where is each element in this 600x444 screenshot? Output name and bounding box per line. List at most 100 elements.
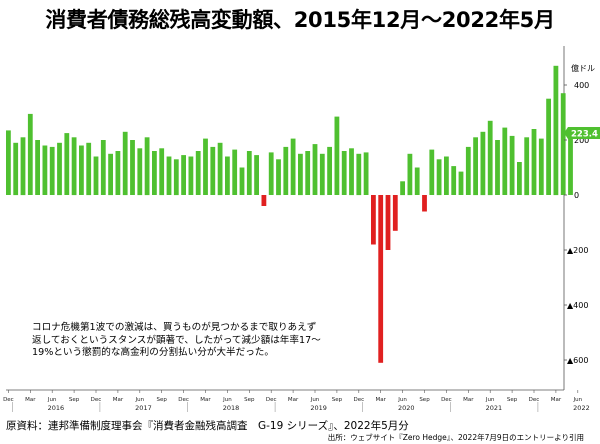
bar-2021-06 <box>487 120 493 196</box>
bar-2018-09 <box>246 151 252 195</box>
x-month-label: Dec <box>3 397 14 403</box>
x-year-label: 2020 <box>398 404 415 412</box>
last-value-marker: 223.4 <box>564 127 600 140</box>
y-tick-label: 200 <box>574 136 589 145</box>
bar-2021-05 <box>480 131 486 196</box>
x-month-label: Mar <box>463 397 474 403</box>
x-month-label: Sep <box>507 397 518 403</box>
x-year-label: 2021 <box>486 404 503 412</box>
bar-2018-11 <box>261 195 267 206</box>
last-value-flag <box>564 127 600 139</box>
bar-2017-02 <box>108 153 113 196</box>
bar-2016-10 <box>79 145 84 195</box>
bar-2018-08 <box>239 167 245 195</box>
bar-2017-04 <box>122 131 128 196</box>
bar-2021-01 <box>451 166 457 195</box>
x-month-label: Mar <box>376 397 387 403</box>
bar-2017-07 <box>144 137 150 196</box>
bar-2019-11 <box>349 148 354 196</box>
bar-2021-08 <box>502 127 508 195</box>
bar-2020-07 <box>407 153 413 196</box>
bar-2016-02 <box>20 137 26 196</box>
x-year-label: 2022 <box>573 404 590 412</box>
bar-2021-02 <box>458 171 464 195</box>
x-year-label: 2019 <box>310 404 327 412</box>
bar-2019-02 <box>283 146 289 195</box>
y-tick-label: ▲400 <box>567 301 588 310</box>
bar-2017-01 <box>100 140 106 195</box>
x-year-label: 2017 <box>135 404 152 412</box>
annotation-box: コロナ危機第1波での激減は、買うものが見つかるまで取りあえず 返しておくというス… <box>32 322 362 360</box>
bar-2018-04 <box>210 146 216 195</box>
bar-2019-08 <box>327 146 332 195</box>
y-tick-label: ▲200 <box>567 246 588 255</box>
bar-2016-03 <box>27 113 33 195</box>
bar-2018-01 <box>188 156 194 195</box>
bar-2020-06 <box>400 181 405 196</box>
bar-2017-11 <box>173 159 179 196</box>
bar-2021-12 <box>531 129 537 195</box>
bar-2016-08 <box>64 133 70 195</box>
bar-2019-04 <box>298 153 303 196</box>
bar-2022-04 <box>560 93 566 195</box>
bar-2019-10 <box>341 151 347 195</box>
bar-2017-03 <box>115 151 121 195</box>
x-month-label: Dec <box>266 397 277 403</box>
bar-2020-05 <box>392 195 398 231</box>
bar-2022-05 <box>568 133 573 195</box>
bar-2015-12 <box>6 130 11 195</box>
bar-2020-04 <box>385 195 391 250</box>
bar-2021-11 <box>524 137 530 196</box>
x-month-label: Dec <box>91 397 102 403</box>
x-month-label: Sep <box>157 397 168 403</box>
bar-2017-09 <box>159 148 165 196</box>
x-month-label: Jun <box>47 397 57 403</box>
bar-2018-05 <box>217 142 223 196</box>
x-month-label: Mar <box>25 397 36 403</box>
bar-2019-09 <box>334 116 340 195</box>
bar-2017-05 <box>130 140 135 195</box>
bar-2021-07 <box>495 140 500 195</box>
x-month-label: Mar <box>551 397 562 403</box>
bar-2018-03 <box>203 138 208 195</box>
x-month-label: Jun <box>135 397 145 403</box>
bar-2020-10 <box>429 149 435 195</box>
x-month-label: Sep <box>419 397 430 403</box>
x-month-label: Dec <box>178 397 189 403</box>
bars <box>6 65 573 363</box>
bar-2020-01 <box>363 152 369 195</box>
x-month-label: Sep <box>244 397 255 403</box>
bar-2017-08 <box>152 151 157 195</box>
annotation-line-3: 19%という懲罰的な高金利の分割払い分が大半だった。 <box>32 347 274 358</box>
bar-2016-12 <box>93 156 99 195</box>
bar-2020-12 <box>444 156 449 195</box>
y-tick-label: 400 <box>574 81 589 90</box>
bar-2022-01 <box>538 138 544 195</box>
bar-2021-09 <box>509 135 515 195</box>
x-month-label: Jun <box>485 397 495 403</box>
bar-2019-06 <box>312 144 318 195</box>
y-axis-unit: 億ドル <box>571 63 595 73</box>
x-month-label: Jun <box>397 397 407 403</box>
bar-2016-07 <box>57 142 62 196</box>
bar-2020-11 <box>436 159 442 196</box>
bar-2021-04 <box>473 137 478 196</box>
bar-2022-02 <box>546 98 551 195</box>
bar-2020-08 <box>414 167 420 195</box>
bar-2018-10 <box>254 155 259 195</box>
bar-2021-03 <box>465 146 471 195</box>
y-tick-label: 0 <box>574 191 579 200</box>
bar-2020-02 <box>371 195 376 245</box>
x-month-label: Sep <box>332 397 343 403</box>
bar-2017-10 <box>166 156 172 195</box>
x-month-label: Mar <box>113 397 124 403</box>
bar-2021-10 <box>517 162 522 195</box>
x-month-label: Sep <box>69 397 80 403</box>
bar-2019-03 <box>290 138 296 195</box>
bar-2018-12 <box>268 152 274 195</box>
bar-2016-09 <box>71 137 77 196</box>
bar-2020-03 <box>378 195 384 363</box>
x-month-label: Mar <box>200 397 211 403</box>
bar-2016-06 <box>49 146 55 195</box>
